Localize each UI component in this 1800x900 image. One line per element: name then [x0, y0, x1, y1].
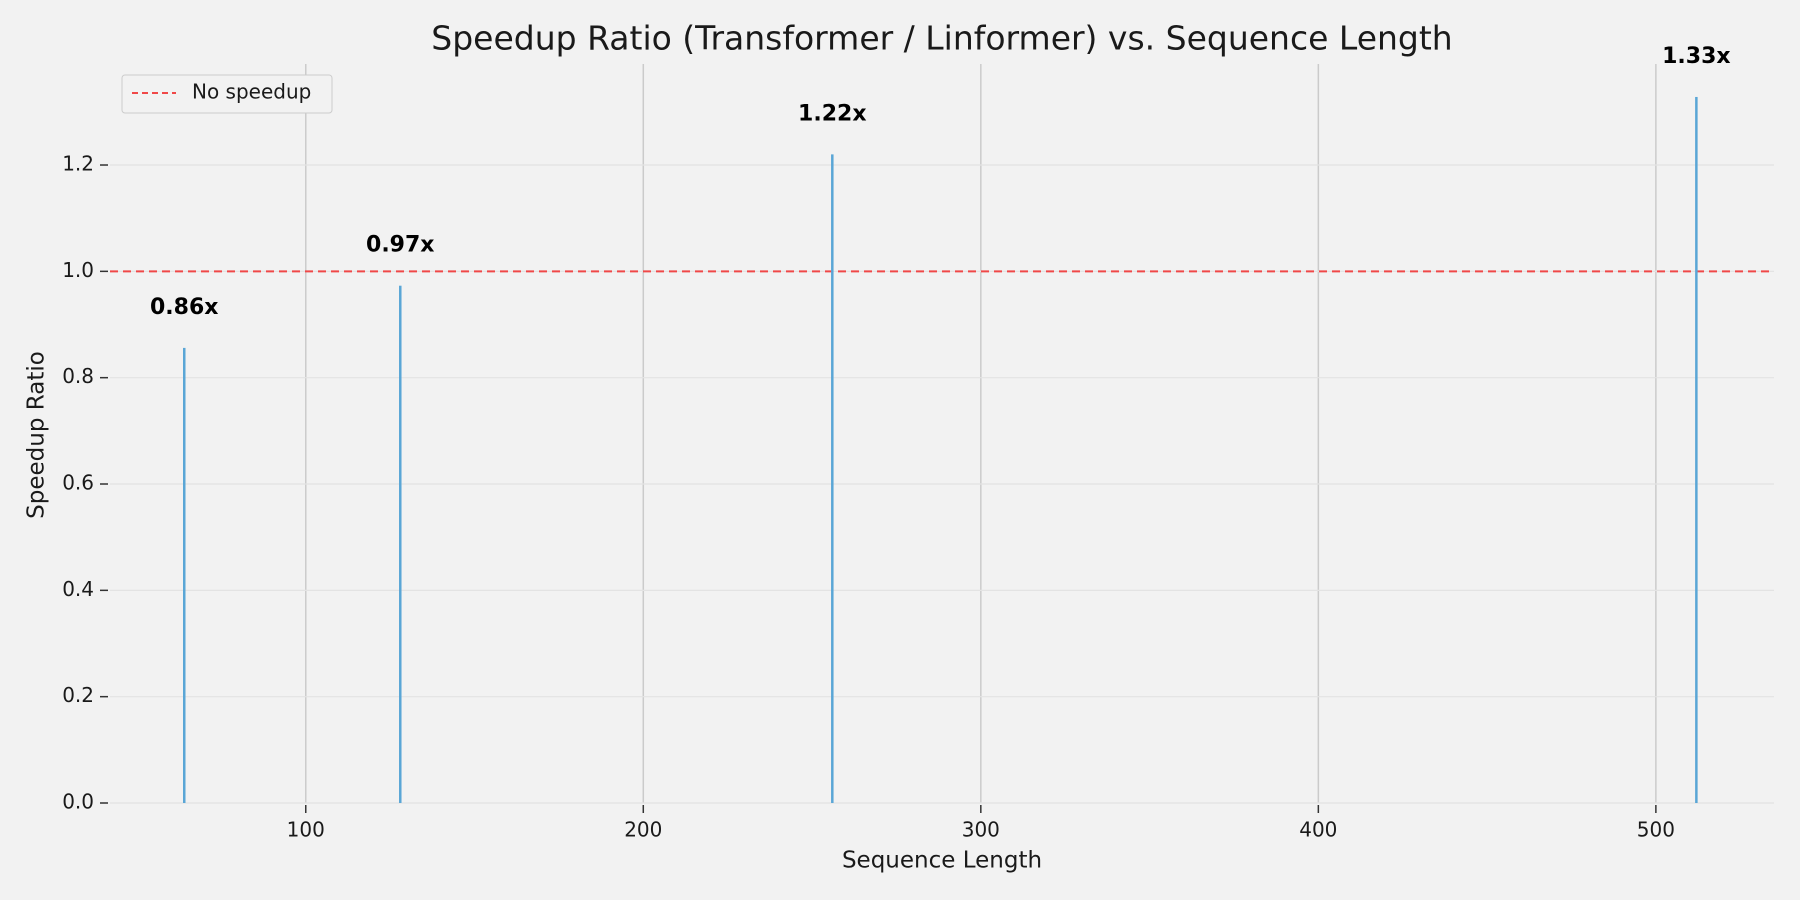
x-tick-label: 500: [1637, 818, 1675, 842]
data-label-seq-256: 1.22x: [798, 101, 866, 126]
y-axis-label: Speedup Ratio: [24, 351, 50, 519]
bar-seq-128: [399, 285, 402, 803]
data-label-seq-512: 1.33x: [1662, 44, 1730, 69]
bar-seq-512: [1695, 96, 1698, 804]
chart-title: Speedup Ratio (Transformer / Linformer) …: [431, 19, 1452, 58]
y-tick-label: 0.8: [62, 364, 94, 388]
y-tick-label: 0.0: [62, 790, 94, 814]
y-tick-label: 0.4: [62, 577, 94, 601]
axis-ticks: 100 200 300 400 500 0.0 0.2 0.4 0.6 0.8 1.0 1.2: [62, 152, 1675, 842]
grid: [110, 64, 1774, 804]
x-axis-label: Sequence Length: [842, 848, 1042, 874]
y-tick-label: 0.2: [62, 683, 94, 707]
y-tick-label: 0.6: [62, 471, 94, 495]
legend-box: [121, 74, 333, 114]
y-tick-label: 1.0: [62, 258, 94, 282]
bar-seq-64: [183, 347, 186, 803]
legend-entry-no-speedup: No speedup: [192, 80, 311, 104]
bars: [183, 96, 1698, 804]
x-tick-label: 100: [287, 818, 325, 842]
bar-seq-256: [831, 154, 834, 804]
x-tick-label: 300: [962, 818, 1000, 842]
x-tick-label: 400: [1299, 818, 1337, 842]
data-labels: 0.86x 0.97x 1.22x 1.33x: [150, 44, 1731, 320]
data-label-seq-64: 0.86x: [150, 295, 218, 320]
x-tick-label: 200: [624, 818, 662, 842]
legend: No speedup: [121, 74, 333, 114]
y-tick-label: 1.2: [62, 152, 94, 176]
data-label-seq-128: 0.97x: [366, 233, 434, 258]
